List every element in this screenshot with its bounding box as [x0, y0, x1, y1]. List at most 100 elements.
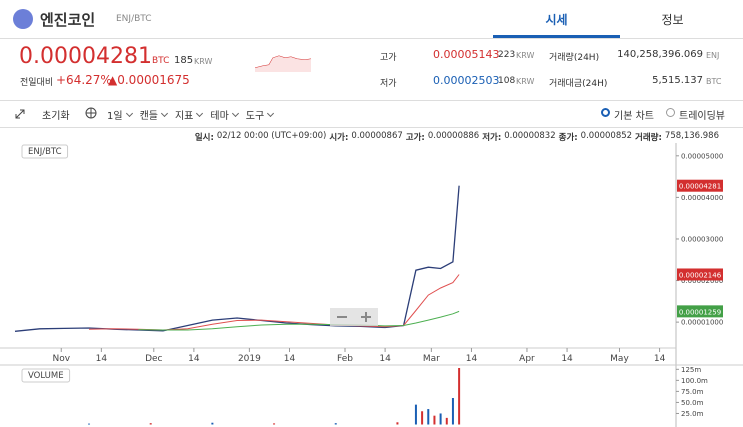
expand-icon[interactable] — [14, 108, 26, 120]
y-tick-label: 0.00004000 — [681, 194, 723, 202]
stat-krw: 108 — [498, 76, 516, 86]
menu-item[interactable]: 1일 — [107, 107, 133, 122]
volume-bar — [211, 422, 214, 425]
krw-unit: KRW — [194, 57, 213, 66]
stat-label: 거래량(24H) — [549, 53, 600, 63]
stat-unit: KRW — [516, 77, 535, 86]
sparkline — [255, 55, 312, 72]
pair: ENJ/BTC — [116, 14, 152, 24]
x-tick-label: Apr — [519, 354, 535, 364]
change-abs: ▲0.00001675 — [108, 73, 190, 87]
y-tick-label: 50.0m — [681, 399, 704, 407]
menus: 1일 캔들 지표 테마 도구 — [107, 107, 275, 122]
price-line — [14, 185, 460, 332]
radio-off[interactable] — [666, 108, 675, 117]
change-label: 전일대비 — [20, 78, 54, 88]
volume-bar — [427, 409, 430, 425]
x-tick-label: 14 — [654, 354, 666, 364]
info-label: 종가: — [558, 133, 578, 143]
volume-bar — [334, 423, 337, 425]
radio-label[interactable]: 기본 차트 — [614, 111, 654, 122]
price-tag-label: 0.00002146 — [679, 271, 722, 279]
zoom-icons[interactable] — [337, 312, 371, 322]
chart: 0.00001000 0.00002000 0.00003000 0.00004000… — [0, 143, 743, 427]
x-tick-label: 14 — [284, 354, 296, 364]
caret — [267, 109, 275, 118]
y-tick-label: 125m — [681, 366, 701, 374]
stat-krw: 223 — [498, 50, 516, 60]
info-value: 0.00000886 — [427, 131, 480, 141]
price-krw: 185 — [174, 55, 194, 66]
tab-underline — [493, 35, 620, 38]
x-tick-label: Nov — [52, 354, 70, 364]
volume-bar — [433, 415, 436, 425]
info-label: 고가: — [405, 133, 425, 143]
stat-label: 고가 — [380, 53, 397, 63]
stat-label: 저가 — [380, 79, 397, 89]
x-tick-label: 14 — [379, 354, 391, 364]
zoom-buttons — [330, 308, 378, 326]
info-label: 일시: — [194, 133, 214, 143]
volume-bar — [396, 422, 399, 425]
stat-value: 0.00002503 — [433, 74, 500, 87]
stat-label: 거래대금(24H) — [549, 79, 608, 89]
price-tag-label: 0.00004281 — [679, 183, 721, 191]
toolbar — [0, 100, 743, 128]
price-line — [138, 310, 460, 331]
top-bar — [0, 0, 743, 39]
stat-value: 5,515.137 — [652, 75, 703, 86]
info-label: 거래량: — [635, 133, 662, 143]
x-tick-label: Dec — [145, 354, 162, 364]
info-value: 758,136.986 — [664, 131, 719, 141]
menu-item[interactable]: 지표 — [175, 107, 204, 122]
stat-unit: BTC — [706, 77, 722, 86]
volume-bar — [414, 404, 417, 425]
menu-item[interactable]: 캔들 — [140, 107, 169, 122]
y-tick-label: 25.0m — [681, 410, 704, 418]
coin-name: 엔진코인 — [40, 11, 96, 29]
info-label: 저가: — [482, 133, 502, 143]
globe-icon[interactable] — [85, 107, 97, 119]
y-tick-label: 0.00003000 — [681, 235, 723, 243]
info-label: 시가: — [329, 133, 349, 143]
menu-item[interactable]: 테마 — [210, 107, 239, 122]
x-tick-label: Feb — [337, 354, 353, 364]
panel-label: ENJ/BTC — [28, 147, 62, 157]
info-value: 0.00000832 — [504, 131, 556, 141]
y-tick-label: 0.00005000 — [681, 152, 723, 160]
x-tick-label: May — [610, 354, 629, 364]
price: 0.00004281 — [19, 44, 152, 69]
volume-bar — [451, 398, 454, 425]
stat-value: 140,258,396.069 — [617, 49, 703, 60]
tab[interactable]: 시세 — [545, 13, 568, 27]
x-tick-label: 14 — [466, 354, 478, 364]
volume-bar — [421, 411, 424, 425]
change-pct: +64.27% — [56, 73, 112, 87]
price-tag — [677, 268, 723, 281]
price-tag-label: 0.00001259 — [679, 308, 721, 316]
coin-icon — [13, 9, 33, 29]
y-tick-label: 100.0m — [681, 377, 708, 385]
radio-label[interactable]: 트레이딩뷰 — [679, 111, 725, 122]
caret — [231, 109, 239, 118]
volume-bar — [439, 413, 442, 425]
tab[interactable]: 정보 — [661, 13, 684, 27]
caret — [196, 109, 204, 118]
panel-label: VOLUME — [28, 371, 64, 381]
panel-label-box — [21, 144, 69, 159]
caret — [160, 109, 169, 118]
y-tick-label: 75.0m — [681, 388, 704, 396]
info-value: 02/12 00:00 (UTC+09:00) — [216, 131, 327, 141]
stat-unit: KRW — [516, 51, 535, 60]
x-tick-label: 14 — [561, 354, 573, 364]
stat-unit: ENJ — [706, 51, 720, 60]
menu-item[interactable]: 도구 — [246, 107, 275, 122]
stat-value: 0.00005143 — [433, 48, 500, 61]
volume-bar — [149, 423, 152, 425]
reset-button[interactable]: 초기화 — [42, 111, 70, 122]
price-tag — [677, 305, 723, 318]
radio-on[interactable] — [601, 108, 610, 117]
x-tick-label: 14 — [96, 354, 108, 364]
info-value: 0.00000852 — [580, 131, 633, 141]
